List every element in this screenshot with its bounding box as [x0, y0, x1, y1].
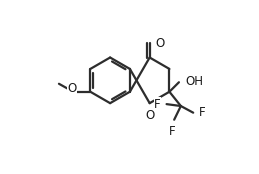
Text: F: F	[199, 106, 206, 119]
Text: O: O	[155, 37, 164, 50]
Text: F: F	[154, 98, 161, 111]
Text: O: O	[68, 82, 77, 95]
Text: O: O	[145, 109, 154, 122]
Text: F: F	[169, 125, 176, 139]
Text: OH: OH	[185, 75, 203, 88]
